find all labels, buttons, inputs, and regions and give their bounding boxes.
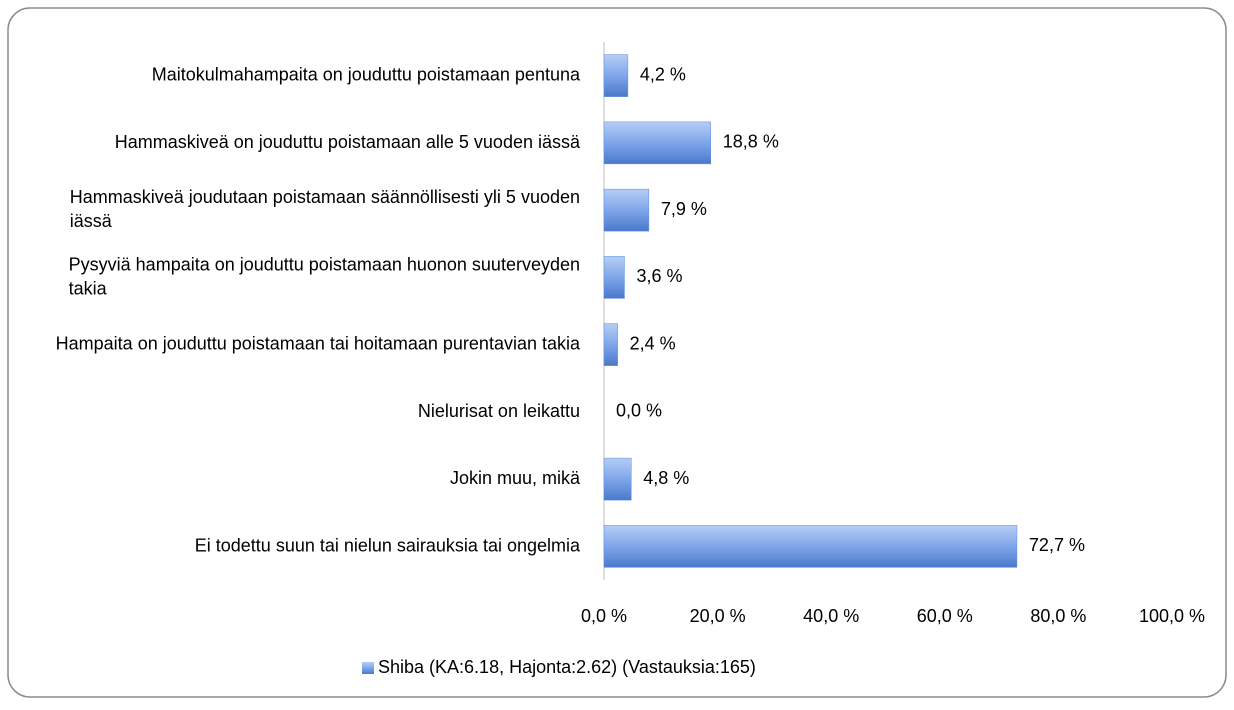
category-label: Hampaita on jouduttu poistamaan tai hoit… — [56, 333, 581, 353]
label-line: Pysyviä hampaita on jouduttu poistamaan … — [69, 254, 585, 274]
label-line: Hampaita on jouduttu poistamaan tai hoit… — [56, 333, 581, 353]
label-line: Hammaskiveä joudutaan poistamaan säännöl… — [70, 187, 585, 207]
bar — [603, 256, 625, 299]
legend-label: Shiba (KA:6.18, Hajonta:2.62) (Vastauksi… — [378, 657, 756, 677]
bar — [603, 121, 712, 165]
value-label: 0,0 % — [616, 401, 662, 421]
value-label: 72,7 % — [1029, 535, 1085, 555]
x-tick-label: 0,0 % — [581, 606, 627, 626]
category-label: Ei todettu suun tai nielun sairauksia ta… — [195, 535, 581, 555]
value-label: 3,6 % — [636, 266, 682, 286]
label-line: Nielurisat on leikattu — [418, 401, 580, 421]
bar — [603, 188, 650, 232]
x-tick-label: 40,0 % — [803, 606, 859, 626]
bar — [603, 525, 1018, 568]
bar — [603, 54, 629, 97]
label-line: Jokin muu, mikä — [450, 468, 581, 488]
x-tick-label: 100,0 % — [1139, 606, 1205, 626]
label-line: iässä — [70, 211, 113, 231]
legend-swatch — [362, 662, 374, 674]
value-label: 7,9 % — [661, 199, 707, 219]
label-line: Ei todettu suun tai nielun sairauksia ta… — [195, 535, 581, 555]
x-tick-label: 80,0 % — [1030, 606, 1086, 626]
label-line: takia — [69, 278, 108, 298]
label-line: Hammaskiveä on jouduttu poistamaan alle … — [115, 132, 581, 152]
category-label: Hammaskiveä joudutaan poistamaan säännöl… — [70, 187, 585, 231]
label-line: Maitokulmahampaita on jouduttu poistamaa… — [152, 64, 581, 84]
category-label: Pysyviä hampaita on jouduttu poistamaan … — [69, 254, 585, 298]
bar — [603, 457, 632, 501]
category-label: Jokin muu, mikä — [450, 468, 581, 488]
category-label: Maitokulmahampaita on jouduttu poistamaa… — [152, 64, 581, 84]
bar — [603, 323, 618, 366]
category-label: Nielurisat on leikattu — [418, 401, 580, 421]
value-label: 4,2 % — [640, 64, 686, 84]
x-tick-label: 20,0 % — [690, 606, 746, 626]
value-label: 4,8 % — [643, 468, 689, 488]
x-tick-label: 60,0 % — [917, 606, 973, 626]
category-label: Hammaskiveä on jouduttu poistamaan alle … — [115, 132, 581, 152]
value-label: 18,8 % — [723, 132, 779, 152]
value-label: 2,4 % — [630, 333, 676, 353]
